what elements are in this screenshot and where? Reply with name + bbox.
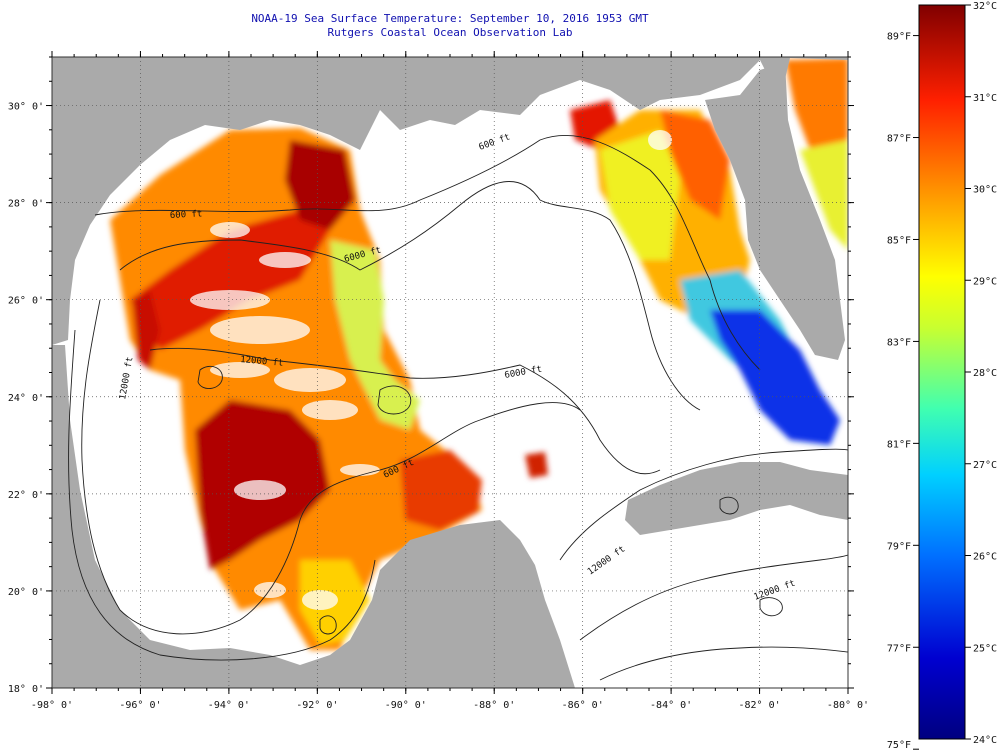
contour-12000ft-central [149, 347, 661, 475]
contour-600ft-north [94, 135, 761, 371]
lon-tick-label: -84° 0' [650, 700, 692, 711]
colorbar-celsius-label: 24°C [973, 735, 997, 746]
colorbar-fahrenheit-label: 85°F [887, 235, 911, 246]
cloud-speckle-layer [190, 130, 672, 610]
isle-of-youth-land [710, 500, 735, 520]
colorbar-celsius-label: 26°C [973, 552, 997, 563]
sst-patch-louisiana-darkred [285, 140, 355, 230]
lon-tick-label: -96° 0' [119, 700, 161, 711]
bathymetry-contours [68, 135, 848, 681]
lon-tick-label: -88° 0' [473, 700, 515, 711]
sst-patch-big-bend-orange [660, 110, 730, 220]
colorbar-fahrenheit-label: 79°F [887, 541, 911, 552]
contour-blob-1 [197, 366, 223, 389]
lon-tick-label: -90° 0' [385, 700, 427, 711]
contour-6000ft-north [119, 181, 701, 411]
land-layer [52, 57, 848, 688]
sst-patch-florida-atlantic-yellow [800, 140, 848, 250]
lat-tick-label: 22° 0' [8, 490, 44, 501]
lon-tick-label: -92° 0' [296, 700, 338, 711]
colorbar-fahrenheit-label: 87°F [887, 134, 911, 145]
contour-cuba-north [559, 448, 848, 561]
lat-tick-label: 28° 0' [8, 199, 44, 210]
lat-tick-label: 30° 0' [8, 102, 44, 113]
contour-600ft-south [68, 329, 376, 661]
map-subtitle: Rutgers Coastal Ocean Observation Lab [327, 26, 573, 39]
contour-label: 600 ft [170, 209, 203, 221]
sst-patch-keys-blue [710, 310, 840, 445]
map-title-block: NOAA-19 Sea Surface Temperature: Septemb… [0, 12, 900, 40]
contour-blob-5 [759, 597, 783, 617]
sst-patch-central-yellowgreen [330, 240, 420, 430]
colorbar-celsius-labels: 32°C 31°C 30°C 29°C 28°C 27°C 26°C 25°C 24°C [965, 1, 997, 746]
lat-tick-label: 24° 0' [8, 393, 44, 404]
colorbar-fahrenheit-label: 81°F [887, 439, 911, 450]
colorbar-celsius-label: 30°C [973, 185, 997, 196]
contour-label: 12000 ft [240, 355, 284, 369]
sst-patch-florida-shelf-yellow [600, 130, 680, 260]
cuba-land [625, 462, 848, 535]
sst-patch-bay-campeche-red [400, 450, 482, 530]
lat-tick-label: 20° 0' [8, 587, 44, 598]
colorbar-celsius-label: 29°C [973, 276, 997, 287]
colorbar-celsius-label: 31°C [973, 93, 997, 104]
colorbar-fahrenheit-labels: 89°F 87°F 85°F 83°F 81°F 79°F 77°F 75°F [887, 32, 919, 751]
colorbar-fahrenheit-label: 75°F [887, 740, 911, 751]
colorbar: 32°C 31°C 30°C 29°C 28°C 27°C 26°C 25°C 24°C 89°… [887, 1, 997, 751]
colorbar-celsius-label: 27°C [973, 460, 997, 471]
lat-tick-label: 26° 0' [8, 296, 44, 307]
longitude-tick-labels: -98° 0' -96° 0' -94° 0' -92° 0' -90° 0' -88° … [31, 700, 869, 711]
contour-blob-3 [319, 615, 337, 635]
latitude-tick-labels: 18° 0' 20° 0' 22° 0' 24° 0' 26° 0' 28° 0' 30° … [8, 102, 44, 695]
us-gulf-coast-land [52, 57, 848, 345]
colorbar-celsius-label: 32°C [973, 1, 997, 12]
colorbar-celsius-label: 28°C [973, 368, 997, 379]
lon-tick-label: -86° 0' [562, 700, 604, 711]
axis-ticks [46, 51, 854, 694]
florida-peninsula-land [705, 62, 845, 360]
lat-tick-label: 18° 0' [8, 684, 44, 695]
lon-tick-label: -94° 0' [208, 700, 250, 711]
colorbar-gradient [918, 4, 966, 740]
map-title: NOAA-19 Sea Surface Temperature: Septemb… [251, 12, 649, 25]
graticule [52, 57, 848, 688]
colorbar-celsius-label: 25°C [973, 643, 997, 654]
lon-tick-label: -98° 0' [31, 700, 73, 711]
colorbar-fahrenheit-label: 77°F [887, 643, 911, 654]
colorbar-fahrenheit-label: 83°F [887, 337, 911, 348]
lon-tick-label: -82° 0' [738, 700, 780, 711]
contour-caribbean [579, 554, 848, 641]
lon-tick-label: -80° 0' [827, 700, 869, 711]
sst-patch-dry-tortugas-red [525, 452, 548, 478]
contour-blob-2 [377, 385, 412, 415]
contour-caribbean-2 [599, 646, 848, 681]
contour-6000ft-south [81, 299, 581, 635]
colorbar-fahrenheit-label: 89°F [887, 32, 911, 43]
contour-blob-4 [719, 496, 739, 515]
mexico-land [52, 345, 575, 688]
